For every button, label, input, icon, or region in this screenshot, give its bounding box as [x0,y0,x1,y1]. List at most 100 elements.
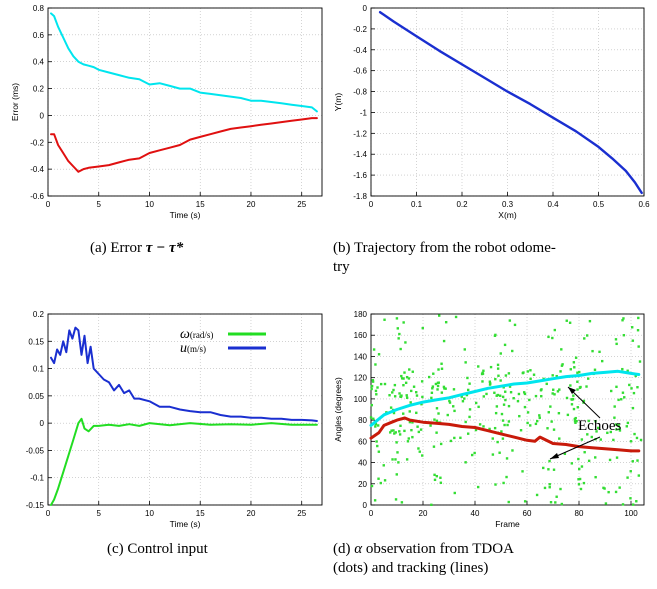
tick-label-y: 0.2 [33,310,45,319]
observation-point [574,356,578,359]
observation-point [580,465,584,468]
observation-point [572,361,576,364]
observation-point [415,394,419,397]
observation-point [463,397,466,400]
observation-point [507,500,510,504]
observation-point [405,458,409,461]
tick-label-x: 20 [247,200,256,209]
observation-point [579,487,583,491]
observation-point [433,418,436,421]
observation-point [521,470,524,473]
observation-point [585,334,589,337]
tick-label-x: 25 [297,200,306,209]
caption-d-post: observation from TDOA [362,541,514,557]
observation-point [639,438,643,442]
observation-point [558,388,561,391]
observation-point [499,379,502,382]
observation-point [452,405,455,408]
observation-point [508,385,512,388]
tick-label-x: 0.3 [502,200,514,209]
observation-point [507,404,511,408]
observation-point [519,429,523,432]
observation-point [374,422,378,426]
tick-label-y: 0.05 [28,392,44,401]
observation-point [404,341,407,344]
observation-point [504,398,507,402]
observation-point [620,398,623,401]
observation-point [588,319,592,323]
observation-point [576,380,579,383]
observation-point [572,407,576,411]
observation-point [433,478,437,482]
observation-point [638,360,642,363]
observation-point [392,429,395,432]
observation-point [542,466,545,470]
observation-point [555,374,558,378]
observation-point [434,382,438,386]
tick-label-y: 160 [354,331,368,340]
tick-label-y: 120 [354,374,368,383]
tick-label-x: 10 [145,509,154,518]
observation-point [396,451,399,454]
observation-point [569,368,572,371]
observation-point [493,391,496,394]
tick-label-x: 40 [471,509,480,518]
observation-point [500,412,504,416]
observation-point [382,464,385,467]
observation-point [545,382,548,386]
observation-point [615,385,618,389]
observation-point [430,396,433,400]
observation-point [511,449,514,452]
observation-point [396,327,399,330]
observation-point [496,367,500,370]
caption-d-pre: (d) [333,541,355,557]
observation-point [560,364,564,367]
tick-label-x: 80 [575,509,584,518]
observation-point [488,383,492,386]
observation-point [529,369,532,372]
observation-point [599,438,602,441]
observation-point [547,468,550,471]
observation-point [523,500,527,503]
observation-point [370,384,374,388]
observation-point [536,419,539,423]
observation-point [379,382,383,386]
observation-point [509,391,513,394]
tick-label-x: 25 [297,509,306,518]
observation-point [405,375,409,379]
observation-point [553,393,556,396]
observation-point [448,401,452,404]
observation-point [617,398,620,402]
observation-point [466,432,470,435]
observation-point [405,394,408,397]
observation-point [575,419,578,423]
observation-point [523,392,527,396]
annotation-echoes: Echoes [578,418,621,434]
observation-point [614,338,618,341]
observation-point [606,431,609,435]
observation-point [563,452,567,456]
observation-point [582,481,586,485]
observation-point [421,454,424,457]
observation-point [552,468,556,471]
tick-label-x: 5 [97,509,102,518]
observation-point [420,403,423,406]
legend-label-2: u(m/s) [180,341,206,356]
observation-point [408,410,411,413]
observation-point [468,382,471,385]
caption-d: (d) α observation from TDOA (dots) and t… [333,540,514,578]
observation-point [517,392,521,396]
observation-point [376,386,379,389]
observation-point [482,425,485,428]
observation-point [436,388,439,391]
observation-point [377,477,380,480]
series-line-2 [50,326,318,422]
observation-point [453,409,456,413]
tick-label-y: 100 [354,395,368,404]
observation-point [494,377,497,381]
observation-point [372,348,376,351]
observation-point [371,379,375,382]
observation-point [402,377,405,380]
observation-point [500,430,503,433]
observation-point [398,433,402,436]
